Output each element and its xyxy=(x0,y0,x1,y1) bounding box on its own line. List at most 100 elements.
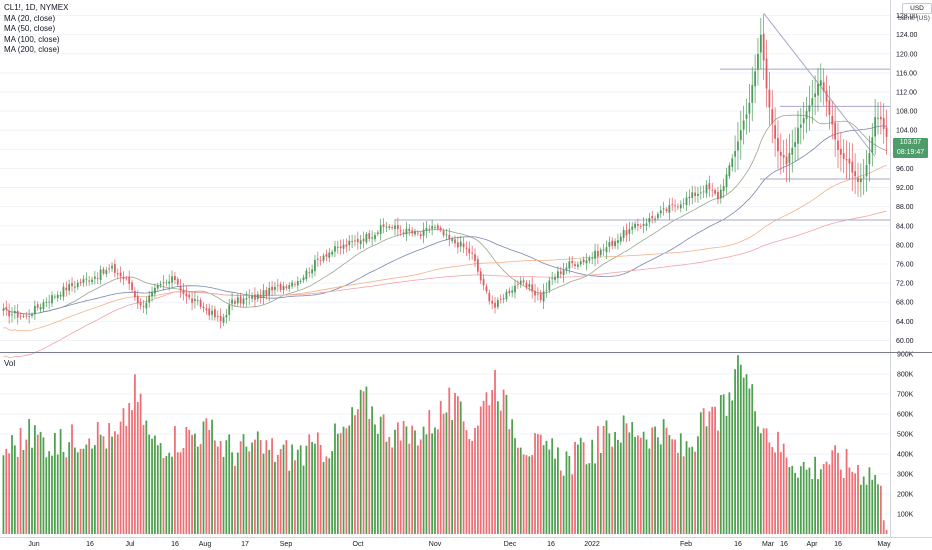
candle-body xyxy=(819,80,822,86)
volume-bar xyxy=(608,433,611,534)
candle-body xyxy=(648,217,651,223)
volume-bar xyxy=(222,456,225,534)
candle-body xyxy=(439,227,442,231)
candle-body xyxy=(319,260,322,262)
volume-bar xyxy=(516,447,519,534)
volume-bar xyxy=(425,434,428,534)
candle-body xyxy=(759,34,762,53)
candle-body xyxy=(234,300,236,304)
candle-body xyxy=(537,293,539,295)
volume-bar xyxy=(259,440,262,534)
volume-bar xyxy=(311,441,313,534)
candle-body xyxy=(514,285,516,293)
volume-bar xyxy=(239,441,242,534)
candle-body xyxy=(305,270,308,280)
volume-bar xyxy=(82,448,85,534)
candle-body xyxy=(251,295,253,299)
volume-bar xyxy=(5,448,8,534)
volume-bar xyxy=(456,396,459,534)
candle-body xyxy=(794,142,796,148)
candle-body xyxy=(176,278,179,285)
volume-bar xyxy=(554,458,556,534)
time-tick-label: Jul xyxy=(126,541,135,548)
volume-bar xyxy=(531,455,534,534)
candle-body xyxy=(579,261,582,265)
volume-bar xyxy=(411,425,414,534)
volume-bar xyxy=(588,463,591,534)
volume-bar xyxy=(794,472,796,534)
ma100-line xyxy=(3,164,887,331)
volume-bar xyxy=(562,475,565,534)
candle-body xyxy=(19,315,22,317)
volume-bar xyxy=(365,386,368,534)
candle-body xyxy=(199,300,202,307)
volume-bar xyxy=(268,449,271,534)
volume-bar xyxy=(388,436,391,534)
candle-body xyxy=(779,152,782,156)
volume-bar xyxy=(308,434,311,534)
candle-body xyxy=(402,232,405,234)
currency-button[interactable]: USD xyxy=(902,3,932,14)
candle-body xyxy=(2,308,5,311)
candle-body xyxy=(142,306,145,307)
volume-bar xyxy=(491,390,494,534)
candle-body xyxy=(285,286,288,289)
volume-bar xyxy=(777,431,779,534)
volume-label[interactable]: Vol xyxy=(4,359,16,368)
volume-bar xyxy=(611,446,614,534)
candle-body xyxy=(351,241,353,243)
volume-bar xyxy=(725,415,728,534)
legend-ma20[interactable]: MA (20, close) xyxy=(4,13,56,23)
volume-bar xyxy=(597,426,599,534)
volume-bar xyxy=(614,431,616,534)
volume-bar xyxy=(548,449,551,534)
trendline xyxy=(763,12,876,157)
volume-bar xyxy=(685,441,688,534)
volume-bar xyxy=(719,395,722,534)
candle-body xyxy=(485,286,488,292)
volume-bar xyxy=(799,466,802,534)
candle-body xyxy=(505,291,508,300)
volume-bar xyxy=(248,451,251,534)
candle-body xyxy=(379,225,382,235)
candle-body xyxy=(685,197,688,206)
legend-ma50[interactable]: MA (50, close) xyxy=(4,24,56,33)
volume-bar xyxy=(225,440,228,534)
candle-body xyxy=(854,171,857,177)
volume-bar xyxy=(782,443,785,534)
volume-bar xyxy=(168,452,171,534)
legend-ma200[interactable]: MA (200, close) xyxy=(4,45,60,54)
candle-body xyxy=(442,230,445,236)
candle-body xyxy=(436,225,439,229)
volume-bar xyxy=(828,464,831,534)
candle-body xyxy=(662,208,665,210)
volume-bar xyxy=(496,401,499,534)
volume-bar xyxy=(116,434,119,534)
volume-bar xyxy=(13,445,16,534)
candle-body xyxy=(874,117,877,137)
candle-body xyxy=(534,290,536,296)
price-tick-label: 116.00 xyxy=(896,70,917,77)
volume-bar xyxy=(328,458,331,534)
volume-bar xyxy=(771,447,774,534)
candle-body xyxy=(885,127,888,137)
candle-body xyxy=(299,280,302,282)
volume-bar xyxy=(842,478,845,534)
candle-body xyxy=(625,230,628,236)
volume-bar xyxy=(99,434,102,534)
volume-bar xyxy=(185,426,188,534)
volume-bar xyxy=(214,440,216,534)
candle-body xyxy=(356,238,359,243)
candle-body xyxy=(25,315,28,317)
time-tick-label: 16 xyxy=(834,541,842,548)
legend-symbol[interactable]: CL1!, 1D, NYMEX xyxy=(4,3,69,12)
volume-bar xyxy=(476,425,479,534)
legend-ma100[interactable]: MA (100, close) xyxy=(4,34,60,44)
candle-body xyxy=(39,307,42,310)
volume-bar xyxy=(182,448,185,534)
price-tick-label: 124.00 xyxy=(896,32,918,39)
candle-body xyxy=(694,192,696,197)
volume-bar xyxy=(102,436,105,534)
volume-bar xyxy=(634,437,636,534)
